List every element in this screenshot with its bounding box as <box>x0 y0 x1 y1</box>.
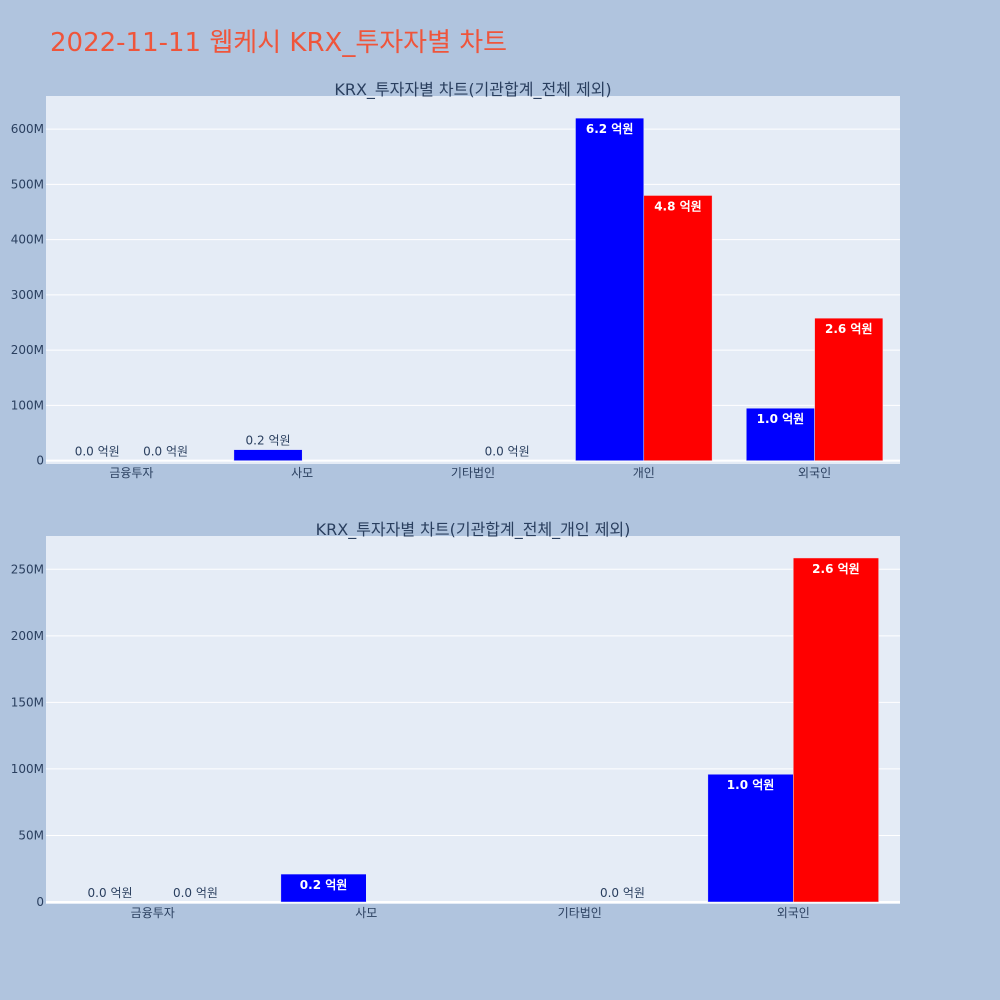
y-tick-label: 400M <box>11 233 44 247</box>
y-tick-label: 0 <box>36 454 44 468</box>
page-title: 2022-11-11 웹케시 KRX_투자자별 차트 <box>50 28 508 58</box>
y-tick-label: 200M <box>11 343 44 357</box>
chart-2: 0 50M 100M 150M 200M 250M KRX_투자자별 차트(기관합계_전체_… <box>11 520 900 920</box>
chart-title: KRX_투자자별 차트(기관합계_전체 제외) <box>334 80 611 100</box>
x-tick-label: 금융투자 <box>131 906 175 920</box>
data-label: 0.0 억원 <box>600 886 645 900</box>
data-label: 4.8 억원 <box>654 199 702 213</box>
y-tick-label: 50M <box>18 828 44 842</box>
data-label: 0.0 억원 <box>485 445 530 459</box>
data-label: 1.0 억원 <box>727 778 775 792</box>
chart-title: KRX_투자자별 차트(기관합계_전체_개인 제외) <box>316 520 631 540</box>
data-label: 6.2 억원 <box>586 122 634 136</box>
y-tick-label: 250M <box>11 562 44 576</box>
y-tick-label: 500M <box>11 177 44 191</box>
data-label: 2.6 억원 <box>825 322 873 336</box>
x-tick-label: 외국인 <box>798 466 831 480</box>
data-label: 0.2 억원 <box>246 434 291 448</box>
bar <box>643 195 713 461</box>
x-tick-label: 기타법인 <box>451 466 495 480</box>
x-tick-label: 사모 <box>291 466 313 480</box>
bar <box>233 449 303 461</box>
data-label: 0.0 억원 <box>88 886 133 900</box>
y-tick-label: 150M <box>11 695 44 709</box>
bar <box>814 317 884 461</box>
data-label: 0.0 억원 <box>75 445 120 459</box>
chart-1: 0 100M 200M 300M 400M 500M 600M KRX_투자자별 차트(기관합… <box>11 80 900 480</box>
bar <box>793 557 879 903</box>
y-tick-label: 600M <box>11 122 44 136</box>
x-tick-label: 외국인 <box>777 906 810 920</box>
x-tick-label: 기타법인 <box>558 906 602 920</box>
data-label: 0.0 억원 <box>173 886 218 900</box>
y-tick-label: 0 <box>36 895 44 909</box>
y-tick-label: 100M <box>11 398 44 412</box>
plot-area <box>46 96 900 464</box>
bar <box>575 117 645 461</box>
x-tick-label: 금융투자 <box>109 466 153 480</box>
y-tick-label: 200M <box>11 629 44 643</box>
data-label: 0.2 억원 <box>300 878 348 892</box>
x-tick-label: 개인 <box>633 466 655 480</box>
bar <box>707 773 794 903</box>
bar <box>280 873 367 903</box>
data-label: 2.6 억원 <box>812 562 860 576</box>
bar <box>746 407 815 461</box>
y-tick-label: 300M <box>11 288 44 302</box>
x-tick-label: 사모 <box>355 906 377 920</box>
data-label: 0.0 억원 <box>143 445 188 459</box>
y-tick-label: 100M <box>11 762 44 776</box>
data-label: 1.0 억원 <box>757 412 805 426</box>
